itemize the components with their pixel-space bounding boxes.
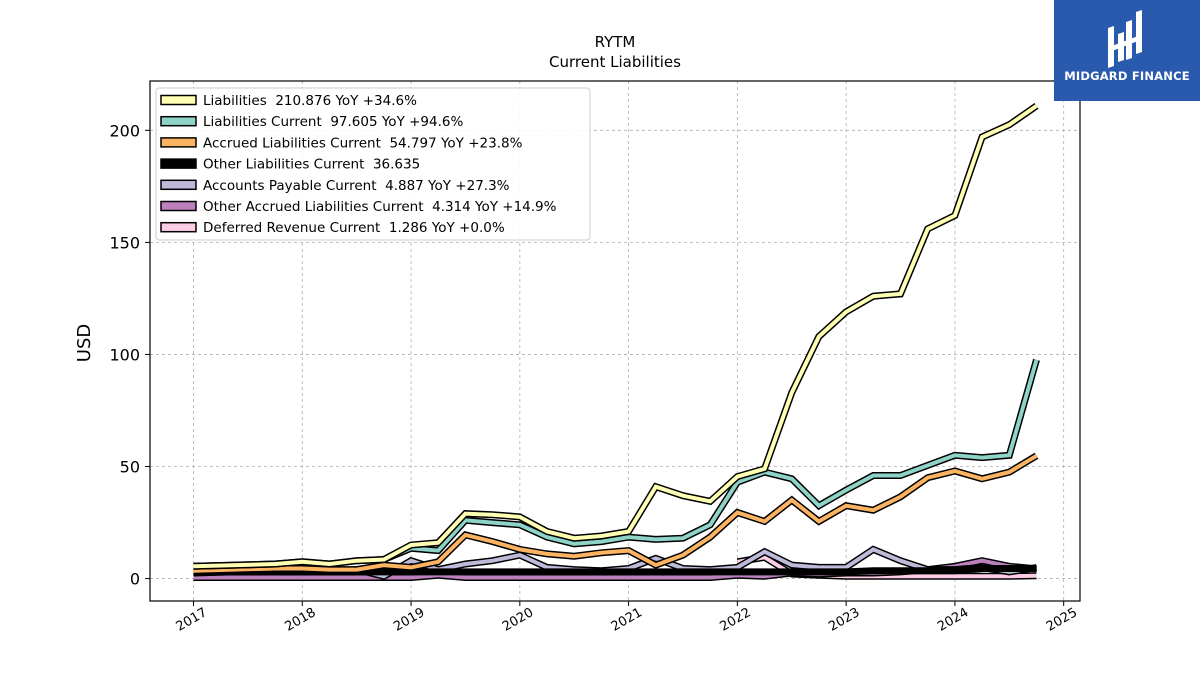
legend-entry: Other Accrued Liabilities Current 4.314 … [203,199,557,215]
y-tick-label: 0 [130,570,140,589]
x-tick-label: 2021 [609,605,645,635]
legend-entry: Accrued Liabilities Current 54.797 YoY +… [203,135,523,151]
legend-entry: Deferred Revenue Current 1.286 YoY +0.0% [203,220,505,236]
y-axis-label: USD [74,324,95,362]
series-accrued-liabilities-current [193,452,1039,575]
x-tick-label: 2020 [500,605,536,635]
x-tick-label: 2023 [826,605,862,635]
series-liabilities [193,103,1039,570]
y-tick-label: 150 [109,233,140,252]
chart-subtitle: Current Liabilities [549,53,681,71]
legend-swatch [160,115,197,127]
x-tick-label: 2022 [718,605,754,635]
legend-swatch [160,179,197,191]
series-layer [193,103,1040,581]
legend-swatch [160,200,197,212]
x-tick-label: 2018 [282,605,318,635]
x-tick-label: 2019 [391,605,427,635]
legend-swatch [160,94,197,106]
legend-swatch [160,221,197,233]
series-other-liabilities-current [193,565,1037,576]
legend: Liabilities 210.876 YoY +34.6% Liabilitie… [155,87,591,241]
legend-box [155,87,591,241]
logo-text: MIDGARD FINANCE [1064,69,1190,83]
x-tick-label: 2017 [174,605,210,635]
chart-title: RYTM [595,33,636,51]
x-tick-label: 2025 [1044,605,1080,635]
y-tick-label: 200 [109,121,140,140]
x-tick-label: 2024 [935,605,971,635]
series-liabilities-line [193,104,1038,569]
legend-entry: Accounts Payable Current 4.887 YoY +27.3… [203,178,510,194]
y-tick-label: 100 [109,345,140,364]
series-other-liabilities-current-line [193,566,1037,574]
y-tick-label: 50 [120,458,140,477]
series-accrued-liabilities-current-line [193,454,1038,573]
logo-icon [1108,10,1142,68]
legend-swatch [160,137,197,148]
legend-swatch [160,158,197,169]
legend-entry: Other Liabilities Current 36.635 [203,157,420,173]
plot-frame [149,80,1081,602]
legend-entry: Liabilities Current 97.605 YoY +94.6% [203,114,463,130]
brand-logo: MIDGARD FINANCE [1054,0,1200,101]
legend-entry: Liabilities 210.876 YoY +34.6% [203,93,417,109]
